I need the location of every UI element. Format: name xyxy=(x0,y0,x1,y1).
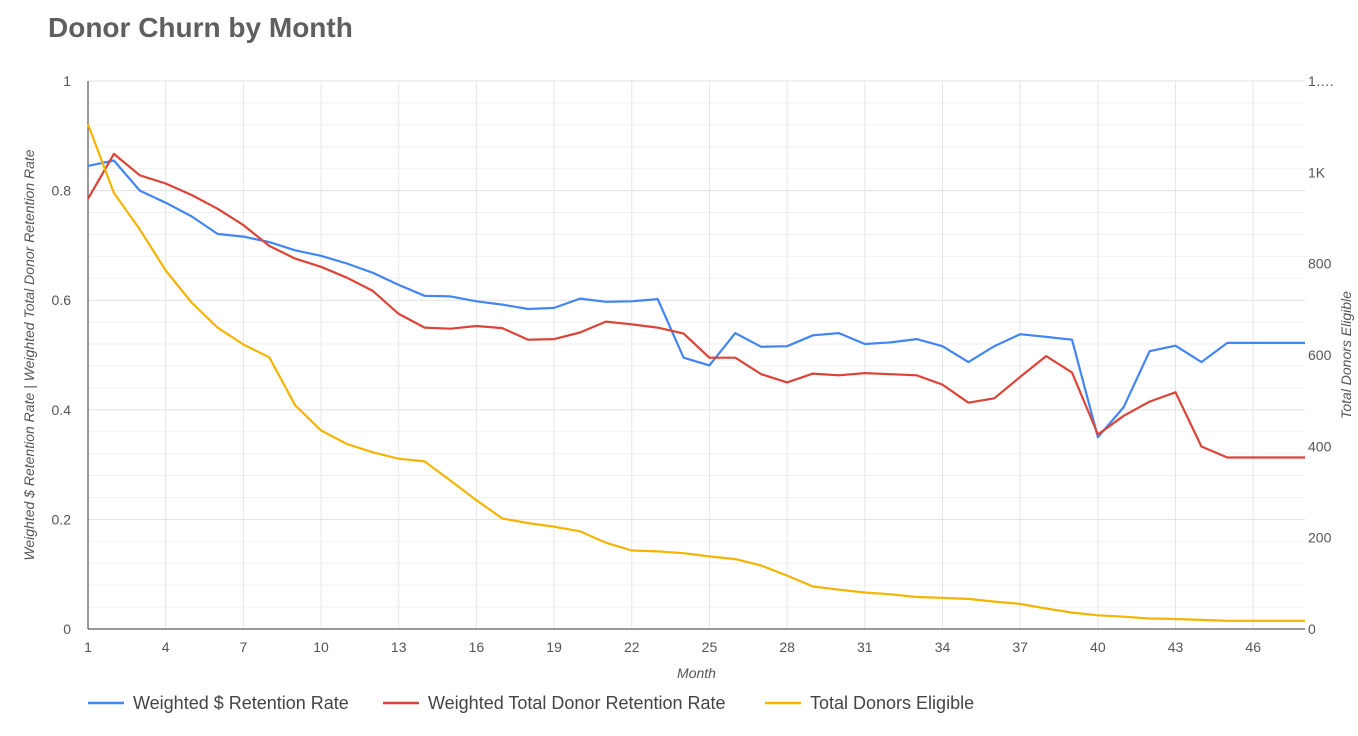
legend: Weighted $ Retention Rate Weighted Total … xyxy=(88,693,974,713)
y-tick-label: 1 xyxy=(63,73,71,89)
x-tick-label: 25 xyxy=(702,639,718,655)
x-tick-label: 19 xyxy=(546,639,562,655)
y2-axis-title: Total Donors Eligible xyxy=(1338,291,1354,419)
gridlines xyxy=(87,80,1305,630)
y2-tick-label: 200 xyxy=(1308,530,1332,546)
y-tick-label: 0.2 xyxy=(52,511,72,527)
series-line-2 xyxy=(87,152,1305,459)
x-tick-label: 13 xyxy=(391,639,407,655)
x-tick-label: 40 xyxy=(1090,639,1106,655)
x-tick-label: 46 xyxy=(1245,639,1261,655)
x-tick-label: 28 xyxy=(779,639,795,655)
x-tick-label: 37 xyxy=(1012,639,1028,655)
y2-tick-label: 400 xyxy=(1308,438,1332,454)
y-tick-label: 0.8 xyxy=(52,183,72,199)
x-tick-label: 4 xyxy=(162,639,170,655)
x-tick-label: 34 xyxy=(935,639,951,655)
series-line-3 xyxy=(86,124,1305,622)
y2-tick-label: 1…. xyxy=(1308,73,1334,89)
y2-tick-label: 1K xyxy=(1308,164,1326,180)
legend-label: Weighted Total Donor Retention Rate xyxy=(428,693,726,713)
x-tick-label: 43 xyxy=(1168,639,1184,655)
x-tick-label: 31 xyxy=(857,639,873,655)
y-tick-label: 0 xyxy=(63,621,71,637)
series-line-1 xyxy=(87,159,1305,439)
y2-tick-label: 0 xyxy=(1308,621,1316,637)
y-axis-title: Weighted $ Retention Rate | Weighted Tot… xyxy=(21,149,37,560)
chart-title: Donor Churn by Month xyxy=(48,12,353,43)
y-tick-label: 0.4 xyxy=(52,402,72,418)
x-tick-label: 1 xyxy=(84,639,92,655)
legend-label: Weighted $ Retention Rate xyxy=(133,693,349,713)
series-lines xyxy=(86,124,1305,622)
y2-tick-label: 600 xyxy=(1308,347,1332,363)
y2-tick-label: 800 xyxy=(1308,256,1332,272)
axes xyxy=(87,81,1305,630)
legend-label: Total Donors Eligible xyxy=(810,693,974,713)
x-tick-label: 22 xyxy=(624,639,640,655)
x-tick-label: 10 xyxy=(313,639,329,655)
x-axis-title: Month xyxy=(677,665,716,681)
x-tick-label: 7 xyxy=(239,639,247,655)
y-tick-label: 0.6 xyxy=(52,292,72,308)
x-tick-label: 16 xyxy=(469,639,485,655)
